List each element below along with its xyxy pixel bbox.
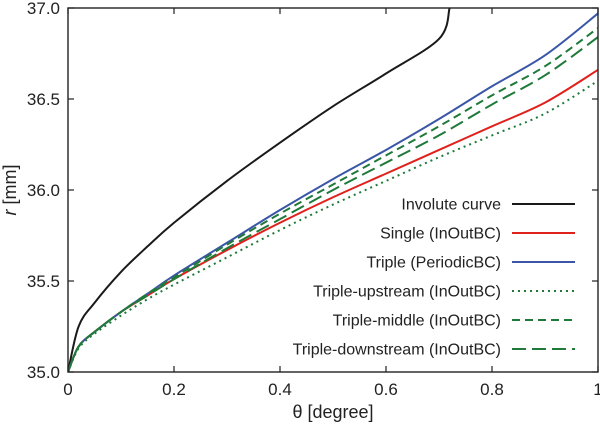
legend-label-triple-upstream-inoutbc: Triple-upstream (InOutBC): [313, 284, 501, 301]
legend: Involute curve Single (InOutBC) Triple (Pe…: [293, 197, 575, 359]
legend-label-triple-periodicbc: Triple (PeriodicBC): [366, 255, 501, 272]
legend-label-triple-middle-inoutbc: Triple-middle (InOutBC): [333, 313, 501, 330]
legend-label-single-inoutbc: Single (InOutBC): [380, 226, 501, 243]
series-line-triple-upstream-inoutbc: [68, 79, 598, 372]
x-tick-label-1: 0.2: [162, 380, 186, 399]
y-tick-label-2: 36.0: [27, 181, 60, 200]
y-axis-label-variable: r: [0, 209, 20, 216]
y-tick-label-4: 37.0: [27, 0, 60, 18]
x-axis-label: θ [degree]: [292, 402, 373, 422]
y-tick-label-1: 35.5: [27, 272, 60, 291]
y-axis-label: r [mm]: [0, 165, 20, 216]
x-tick-label-0: 0: [63, 380, 72, 399]
x-tick-label-4: 0.8: [480, 380, 504, 399]
y-tick-label-0: 35.0: [27, 363, 60, 382]
legend-label-involute-curve: Involute curve: [401, 197, 501, 214]
x-tick-label-3: 0.6: [374, 380, 398, 399]
legend-label-triple-downstream-inoutbc: Triple-downstream (InOutBC): [293, 342, 501, 359]
series-line-involute-curve: [68, 8, 451, 372]
x-tick-label-5: 1: [593, 380, 600, 399]
series-line-triple-downstream-inoutbc: [68, 36, 598, 372]
series-lines: [68, 8, 598, 372]
y-tick-label-3: 36.5: [27, 90, 60, 109]
y-axis-label-unit: [mm]: [0, 165, 20, 210]
axis-ticks: 0 0.2 0.4 0.6 0.8 1 35.0 35.5 36.0 36.5 37.0: [27, 0, 600, 399]
x-tick-label-2: 0.4: [268, 380, 292, 399]
